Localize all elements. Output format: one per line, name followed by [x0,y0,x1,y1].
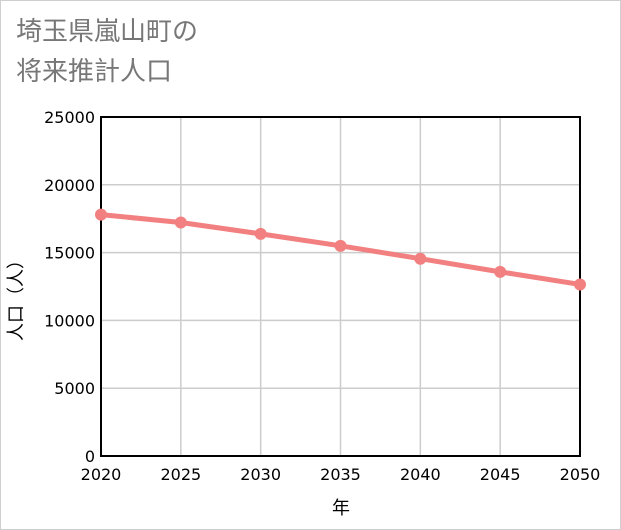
data-point [174,216,187,229]
x-tick-label: 2030 [240,465,281,484]
data-point [414,252,427,265]
y-tick-label: 20000 [44,176,95,195]
y-tick-label: 15000 [44,244,95,263]
x-tick-label: 2035 [320,465,361,484]
y-tick-labels: 0 5000 10000 15000 20000 25000 [44,108,95,466]
y-tick-label: 25000 [44,108,95,127]
x-tick-label: 2025 [160,465,201,484]
data-point [494,265,507,278]
x-tick-label: 2020 [81,465,122,484]
data-point [334,239,347,252]
x-tick-label: 2040 [400,465,441,484]
x-tick-labels: 2020 2025 2030 2035 2040 2045 2050 [81,465,601,484]
y-axis-label: 人口（人） [6,251,27,341]
series-group [95,208,586,291]
chart-title: 埼玉県嵐山町の 将来推計人口 [16,12,198,92]
data-point [95,208,107,221]
y-tick-label: 0 [85,447,95,466]
x-tick-label: 2045 [480,465,521,484]
data-point [574,278,586,291]
data-point [254,227,267,240]
y-tick-label: 10000 [44,311,95,330]
y-tick-label: 5000 [54,379,95,398]
chart-title-line-2: 将来推計人口 [16,57,173,87]
grid-lines [100,116,581,457]
chart-title-line-1: 埼玉県嵐山町の [16,17,199,47]
x-tick-label: 2050 [560,465,601,484]
x-axis-label: 年 [332,498,350,519]
